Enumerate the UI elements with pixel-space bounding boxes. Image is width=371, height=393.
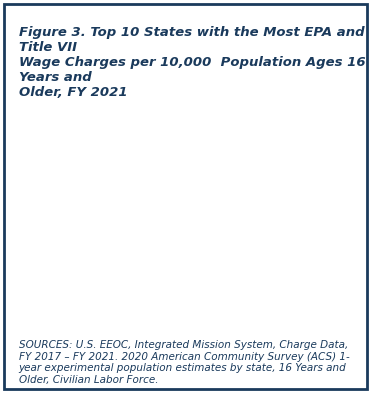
Text: Figure 3. Top 10 States with the Most EPA and Title VII
Wage Charges per 10,000 : Figure 3. Top 10 States with the Most EP… — [19, 26, 370, 99]
Text: SOURCES: U.S. EEOC, Integrated Mission System, Charge Data,
FY 2017 – FY 2021. 2: SOURCES: U.S. EEOC, Integrated Mission S… — [19, 340, 349, 385]
